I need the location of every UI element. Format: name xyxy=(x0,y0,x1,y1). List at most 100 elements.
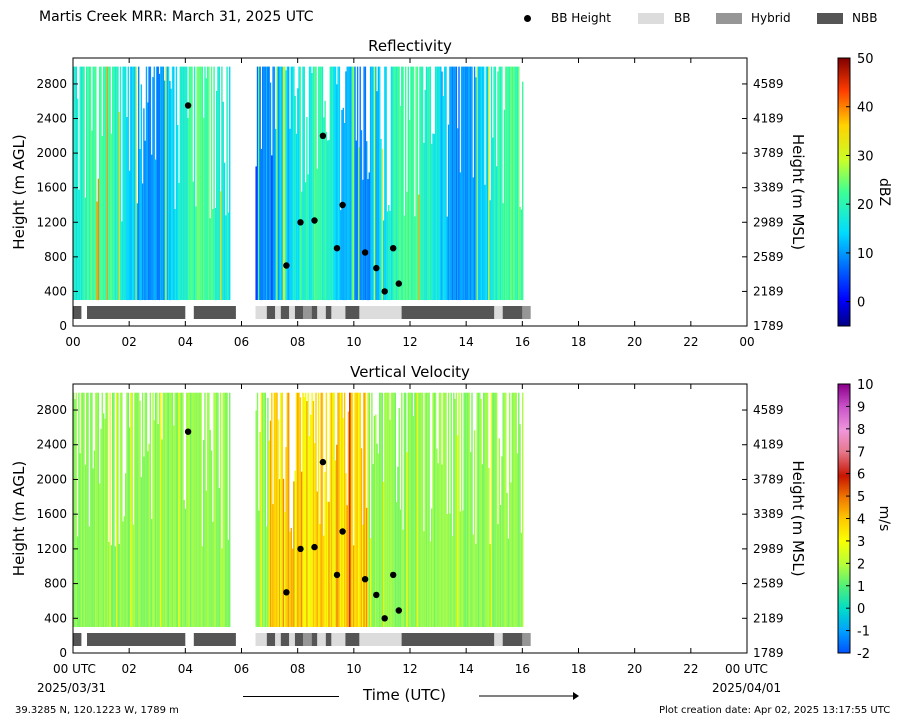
heatmap-column xyxy=(416,392,419,627)
colorbar-gradient xyxy=(838,527,850,529)
heatmap-column xyxy=(405,66,407,300)
heatmap-column xyxy=(514,66,516,300)
bb-height-point xyxy=(319,458,327,466)
heatmap-column xyxy=(225,215,227,301)
colorbar-gradient xyxy=(838,451,850,453)
colorbar-gradient xyxy=(838,272,850,274)
colorbar-gradient xyxy=(838,613,850,615)
heatmap-column xyxy=(360,448,363,627)
heatmap-column xyxy=(167,66,170,300)
heatmap-column xyxy=(445,392,447,627)
heatmap-column xyxy=(204,392,206,627)
heatmap-column xyxy=(453,66,455,300)
heatmap-column xyxy=(271,392,273,627)
heatmap-column xyxy=(190,66,192,300)
colorbar-gradient xyxy=(838,71,850,73)
heatmap-column xyxy=(438,66,441,300)
heatmap-column xyxy=(288,66,290,300)
colorbar-gradient xyxy=(838,137,850,139)
heatmap-column xyxy=(100,428,102,627)
colorbar-gradient xyxy=(838,440,850,442)
heatmap-column xyxy=(520,209,523,301)
heatmap-column xyxy=(442,96,445,300)
bb-height-point xyxy=(297,545,304,553)
colorbar-gradient xyxy=(838,574,850,576)
heatmap-column xyxy=(226,66,228,300)
heatmap-column xyxy=(359,66,361,300)
colorbar-gradient xyxy=(838,603,850,605)
x-tick-label: 02 xyxy=(122,335,137,349)
colorbar-gradient xyxy=(838,107,850,109)
heatmap-column xyxy=(132,524,135,627)
heatmap-column xyxy=(114,546,116,627)
x-tick-label: 22 xyxy=(683,335,698,349)
heatmap-column xyxy=(289,531,291,627)
heatmap-column xyxy=(268,66,270,300)
colorbar-gradient xyxy=(838,177,850,179)
colorbar-gradient xyxy=(838,165,850,167)
heatmap-column xyxy=(175,66,178,300)
colorbar-gradient xyxy=(838,495,850,497)
heatmap-column xyxy=(421,392,424,627)
heatmap-column xyxy=(190,392,192,627)
heatmap-column xyxy=(286,66,289,300)
heatmap-column xyxy=(390,392,393,627)
colorbar-gradient xyxy=(838,432,850,434)
colorbar-gradient xyxy=(838,96,850,98)
heatmap-column xyxy=(269,82,272,300)
heatmap-column xyxy=(88,66,90,300)
colorbar-gradient xyxy=(838,123,850,125)
heatmap-column xyxy=(122,521,124,627)
colorbar-gradient xyxy=(838,99,850,101)
heatmap-column xyxy=(102,413,105,627)
colorbar-gradient xyxy=(838,553,850,555)
colorbar-gradient xyxy=(838,513,850,515)
colorbar-gradient xyxy=(838,405,850,407)
colorbar-gradient xyxy=(838,649,850,651)
heatmap-column xyxy=(311,73,313,301)
bb-height-point xyxy=(395,280,402,287)
colorbar-gradient xyxy=(838,400,850,402)
heatmap-column xyxy=(406,452,408,627)
heatmap-column xyxy=(458,66,460,300)
colorbar-gradient xyxy=(838,131,850,133)
colorbar-gradient xyxy=(838,314,850,316)
colorbar-gradient xyxy=(838,562,850,564)
heatmap-column xyxy=(193,66,196,300)
colorbar-gradient xyxy=(838,261,850,263)
y-tick-label: 2000 xyxy=(36,146,67,160)
heatmap-column xyxy=(312,400,315,627)
heatmap-column xyxy=(481,464,484,627)
heatmap-column xyxy=(134,66,136,300)
heatmap-column xyxy=(108,542,110,627)
heatmap-column xyxy=(349,66,351,300)
heatmap-column xyxy=(171,392,174,627)
y2-tick-label: 2989 xyxy=(753,542,784,556)
heatmap-column xyxy=(354,392,356,627)
heatmap-column xyxy=(82,392,84,627)
heatmap-column xyxy=(362,524,364,627)
bb-height-point xyxy=(373,591,380,599)
colorbar-gradient xyxy=(838,95,850,97)
heatmap-column xyxy=(414,216,416,300)
heatmap-column xyxy=(402,529,404,627)
heatmap-column xyxy=(213,392,215,627)
colorbar-gradient xyxy=(838,517,850,519)
colorbar-gradient xyxy=(838,583,850,585)
heatmap-column xyxy=(333,66,335,300)
bb-height-point xyxy=(395,607,402,614)
colorbar-gradient xyxy=(838,387,850,389)
heatmap-column xyxy=(275,128,277,300)
heatmap-column xyxy=(329,66,331,300)
heatmap-column xyxy=(363,392,365,627)
heatmap-column xyxy=(416,66,419,300)
heatmap-column xyxy=(75,66,77,300)
colorbar-gradient xyxy=(838,88,850,90)
colorbar-gradient xyxy=(838,398,850,400)
colorbar-gradient xyxy=(838,585,850,587)
colorbar-gradient xyxy=(838,423,850,425)
heatmap-column xyxy=(498,438,500,627)
heatmap-column xyxy=(306,117,308,301)
heatmap-column xyxy=(457,435,459,627)
colorbar-gradient xyxy=(838,255,850,257)
